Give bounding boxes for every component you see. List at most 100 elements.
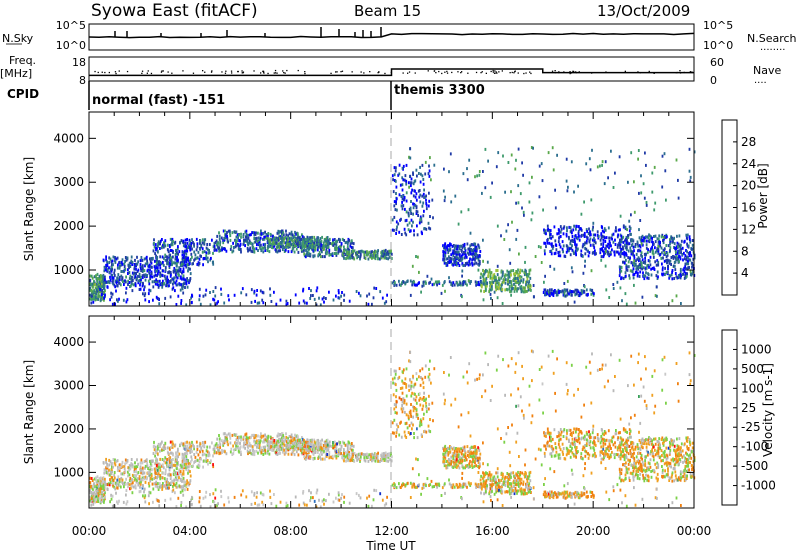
power-cell [575,243,578,247]
power-cell [380,252,383,256]
velocity-cell [254,435,257,439]
power-cell [676,257,678,261]
freq-dot [108,71,110,74]
velocity-cell [128,473,131,477]
power-cell [212,260,214,264]
power-cell [91,292,93,296]
velocity-cell [177,455,179,459]
power-cell [419,193,422,197]
velocity-cell [188,462,190,466]
velocity-cell [156,449,158,453]
power-cell [247,236,250,240]
velocity-cell [162,463,164,467]
power-cell [469,262,471,266]
power-cell [405,210,408,214]
power-cell [95,274,97,278]
power-cell [557,254,560,258]
velocity-cell [212,463,214,467]
velocity-cell [109,460,112,464]
freq-dot [435,72,437,74]
power-cell [375,287,378,290]
velocity-cell [264,438,267,442]
power-cell [90,301,93,305]
power-cell [256,236,258,240]
power-cell [507,282,509,286]
freq-dot [241,70,243,72]
velocity-cell [183,484,185,488]
power-cell [482,277,485,281]
beam-title: Beam 15 [354,2,421,20]
power-cell [466,283,468,287]
power-cell [340,249,343,253]
velocity-cell [118,469,121,473]
velocity-cell [95,498,97,502]
power-cell [373,286,376,290]
power-cell [637,271,639,275]
power-cell [685,267,688,271]
velocity-cell [156,458,159,462]
velocity-cell [300,440,303,444]
power-cell [130,255,133,259]
power-cell [527,284,530,287]
power-cell [106,285,109,289]
freq-dot [304,72,306,75]
power-cell [355,253,357,257]
freq-dot [480,72,482,74]
power-cell [163,256,165,260]
power-cell [575,227,577,231]
power-cell [324,251,327,255]
velocity-cell [127,485,129,489]
velocity-cell [157,465,160,469]
freq-dots [94,69,693,75]
power-cell [296,238,299,242]
freq-dot [446,70,448,73]
power-cell [626,247,628,251]
power-cell [154,252,156,256]
freq-dot [460,72,462,74]
power-cell [240,291,243,295]
velocity-cell [312,457,315,461]
power-cell [410,184,412,188]
power-cell [600,236,603,240]
velocity-cell [104,491,106,495]
power-cell [651,236,653,240]
velocity-cell [301,447,304,451]
power-cell [231,250,234,254]
power-cell [661,185,664,189]
velocity-cell [164,479,167,483]
power-cell [250,249,253,253]
power-cell [335,247,338,251]
power-cell [524,286,526,290]
power-cell [156,262,159,266]
power-cell [166,255,168,259]
power-cell [303,241,306,245]
power-cell [92,300,95,304]
power-cell [254,240,257,244]
power-cell [431,198,434,202]
power-cell [622,245,624,249]
freq-unit: [MHz] [0,67,32,80]
power-cell [401,200,403,204]
power-cell [686,272,688,276]
velocity-cell [212,465,215,469]
power-cell [611,233,614,237]
power-cell [506,288,509,292]
velocity-cell [112,481,114,485]
power-cell [641,267,644,271]
power-cell [514,284,517,288]
power-cell [243,238,246,242]
power-cell [153,238,155,242]
power-cell [601,160,604,164]
freq-dot [492,69,494,72]
power-cell [600,258,603,262]
power-cell [145,255,148,259]
power-cell [320,255,322,259]
power-cell [584,234,586,238]
velocity-cell [182,461,185,465]
power-cell [350,246,353,249]
power-cell [509,261,512,265]
velocity-cell [149,470,151,474]
power-cell [281,237,283,241]
power-cell [232,241,234,245]
freq-dot [224,72,227,74]
